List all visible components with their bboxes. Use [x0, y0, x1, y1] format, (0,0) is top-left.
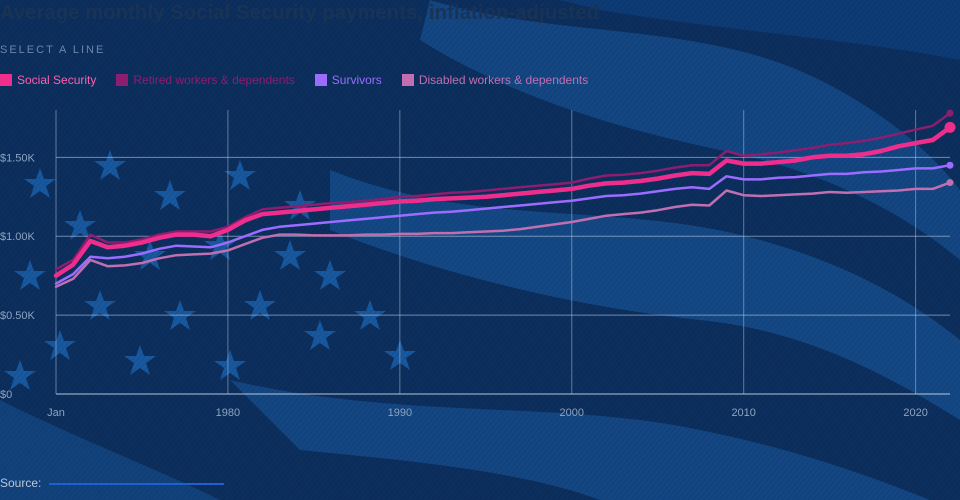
y-tick-label: $0 — [0, 389, 12, 401]
source-link[interactable] — [48, 482, 224, 485]
series-line-survivors — [54, 163, 952, 285]
legend-label-survivors: Survivors — [331, 73, 382, 87]
legend-item-survivors[interactable]: Survivors — [314, 73, 382, 87]
series-endpoint-survivors — [946, 161, 954, 169]
chart-title: Average monthly Social Security payments… — [0, 2, 600, 24]
select-line-label: SELECT A LINE — [0, 44, 106, 56]
series-endpoint-disabled-workers-and-dependents — [946, 179, 954, 187]
x-tick-label: 2000 — [560, 407, 584, 419]
legend-item-retired-workers[interactable]: Retired workers & dependents — [116, 73, 295, 87]
legend-swatch-disabled-workers — [401, 74, 414, 86]
source-note: Source: — [0, 476, 224, 490]
y-tick-label: $1.50K — [0, 152, 36, 164]
x-tick-label: 2010 — [731, 407, 755, 419]
legend-label-disabled-workers: Disabled workers & dependents — [418, 73, 589, 87]
legend-item-social-security[interactable]: Social Security — [0, 73, 96, 87]
series-line-social-security — [53, 125, 953, 278]
line-chart: $0 $0.50K $1.00K $1.50K Jan 1980 1990 2000 2010 2… — [0, 109, 956, 419]
legend-swatch-survivors — [314, 74, 327, 86]
x-tick-label: 1980 — [216, 407, 240, 419]
series-line-disabled-workers-and-dependents — [54, 181, 952, 288]
series-line-retired-workers-and-dependents — [54, 111, 952, 271]
x-tick-label: 1990 — [388, 407, 412, 419]
legend-swatch-social-security — [0, 74, 12, 86]
legend: Social Security Retired workers & depend… — [0, 73, 588, 87]
series-endpoint-social-security — [944, 121, 956, 133]
source-label: Source: — [0, 476, 42, 490]
legend-item-disabled-workers[interactable]: Disabled workers & dependents — [401, 73, 589, 87]
series-endpoint-retired-workers-and-dependents — [946, 109, 954, 117]
x-tick-label: Jan — [47, 407, 65, 419]
legend-swatch-retired-workers — [116, 74, 129, 86]
x-tick-label: 2020 — [903, 407, 927, 419]
y-tick-label: $0.50K — [0, 310, 36, 322]
legend-label-social-security: Social Security — [17, 73, 97, 87]
legend-label-retired-workers: Retired workers & dependents — [133, 73, 295, 87]
y-tick-label: $1.00K — [0, 231, 36, 243]
